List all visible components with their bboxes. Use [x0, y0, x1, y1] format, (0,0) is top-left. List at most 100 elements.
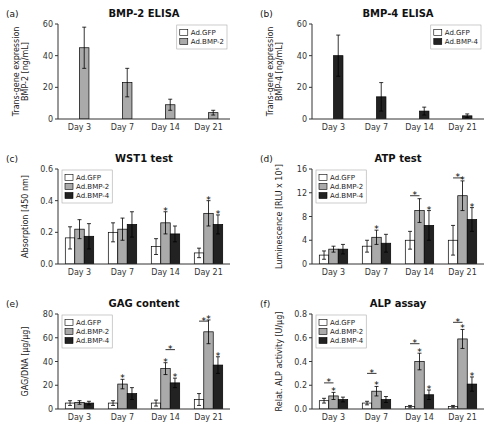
legend: Ad.GFPAd.BMP-2	[177, 25, 227, 49]
x-tick-label: Day 3	[68, 268, 91, 277]
error-bar	[168, 99, 172, 110]
legend-box	[431, 25, 481, 49]
x-tick-label: Day 7	[365, 123, 388, 132]
panel-label: (b)	[260, 9, 273, 19]
y-tick	[309, 24, 312, 25]
significance-star: *	[370, 368, 375, 378]
y-tick	[55, 232, 58, 233]
x-axis-line	[58, 409, 230, 410]
y-axis-label: GAG/DNA [μg/μg]	[21, 327, 30, 397]
y-tick	[55, 264, 58, 265]
y-tick	[55, 337, 58, 338]
y-tick	[309, 169, 312, 170]
significance-star: *	[216, 351, 221, 361]
legend-swatch	[319, 338, 327, 344]
legend-label: Ad.GFP	[330, 319, 355, 327]
y-tick	[309, 409, 312, 410]
significance-star: *	[173, 372, 178, 382]
y-axis-label-line: Trans-gene expression	[12, 27, 21, 118]
x-tick-label: Day 14	[405, 268, 434, 277]
error-bar	[451, 225, 455, 255]
y-tick	[55, 385, 58, 386]
title: BMP-4 ELISA	[362, 8, 433, 19]
error-bar	[379, 83, 383, 112]
title: ALP assay	[370, 298, 427, 309]
error-bar	[173, 226, 177, 242]
error-bar	[336, 35, 340, 76]
legend-box	[177, 25, 227, 49]
x-tick-label: Day 14	[151, 123, 180, 132]
legend-label: Ad.BMP-4	[76, 192, 110, 200]
error-bar	[341, 397, 345, 402]
error-bar	[408, 405, 412, 407]
y-axis-label-line: BMP-2 [ng/mL]	[21, 42, 30, 101]
error-bar	[87, 224, 91, 249]
x-tick-label: Day 14	[151, 413, 180, 422]
legend-swatch	[319, 329, 327, 335]
y-tick	[309, 314, 312, 315]
legend-label: Ad.BMP-2	[330, 328, 363, 336]
legend-swatch	[319, 193, 327, 199]
y-axis-label-line: BMP-4 [ng/mL]	[275, 42, 284, 101]
y-tick	[55, 24, 58, 25]
y-tick-label: 0	[302, 115, 307, 124]
error-bar	[154, 400, 158, 406]
error-bar	[197, 394, 201, 406]
error-bar	[111, 401, 115, 406]
error-bar	[427, 211, 431, 241]
error-bar	[451, 405, 455, 407]
error-bar	[211, 110, 215, 115]
legend-label: Ad.BMP-4	[445, 38, 479, 46]
legend-swatch	[319, 320, 327, 326]
y-tick-label: 40	[43, 52, 53, 61]
significance-star: *	[427, 384, 432, 394]
y-tick-label: 12	[297, 189, 307, 198]
y-tick	[309, 55, 312, 56]
x-tick-label: Day 7	[111, 123, 134, 132]
x-tick-label: Day 7	[365, 413, 388, 422]
x-axis-line	[58, 119, 230, 120]
error-bar	[87, 401, 91, 405]
y-axis-label-line: Luminescence [RLU x 10⁵]	[275, 164, 284, 269]
legend-swatch	[319, 175, 327, 181]
legend-swatch	[65, 175, 73, 181]
error-bar	[384, 397, 388, 403]
legend-swatch	[65, 338, 73, 344]
x-tick-label: Day 21	[448, 268, 477, 277]
y-tick	[309, 119, 312, 120]
y-tick-label: 60	[43, 20, 53, 29]
legend-swatch	[180, 30, 188, 36]
y-tick-label: 0.8	[294, 310, 307, 319]
y-tick-label: 0.2	[294, 381, 307, 390]
x-tick-label: Day 21	[194, 123, 223, 132]
significance-star: *	[216, 209, 221, 219]
y-tick-label: 20	[43, 83, 53, 92]
legend-swatch	[65, 184, 73, 190]
error-bar	[78, 220, 82, 239]
legend: Ad.GFPAd.BMP-2Ad.BMP-4	[316, 315, 366, 348]
significance-star: *	[206, 314, 211, 324]
panel: 0204060Day 3Day 7Day 14Day 21Trans-gene …	[260, 8, 484, 132]
error-bar	[341, 244, 345, 254]
panel: 0.00.20.40.6Day 3Day 7Day 14Day 21Absorp…	[6, 153, 230, 277]
marks	[65, 320, 222, 409]
y-tick-label: 0	[302, 260, 307, 269]
x-tick-label: Day 14	[151, 268, 180, 277]
legend-box	[62, 170, 112, 203]
error-bar	[408, 231, 412, 249]
y-tick	[55, 169, 58, 170]
legend-swatch	[65, 320, 73, 326]
legend-swatch	[65, 329, 73, 335]
panel: 0204060Day 3Day 7Day 14Day 21Trans-gene …	[6, 8, 230, 132]
y-tick-label: 0.0	[40, 260, 53, 269]
y-tick	[55, 314, 58, 315]
y-tick	[309, 192, 312, 193]
significance-star: *	[470, 371, 475, 381]
significance-star: *	[163, 206, 168, 216]
y-axis-line	[58, 24, 59, 119]
error-bar	[322, 251, 326, 259]
x-tick-label: Day 3	[322, 123, 345, 132]
error-bar	[130, 388, 134, 400]
y-tick-label: 0.6	[294, 334, 307, 343]
y-tick-label: 60	[43, 334, 53, 343]
